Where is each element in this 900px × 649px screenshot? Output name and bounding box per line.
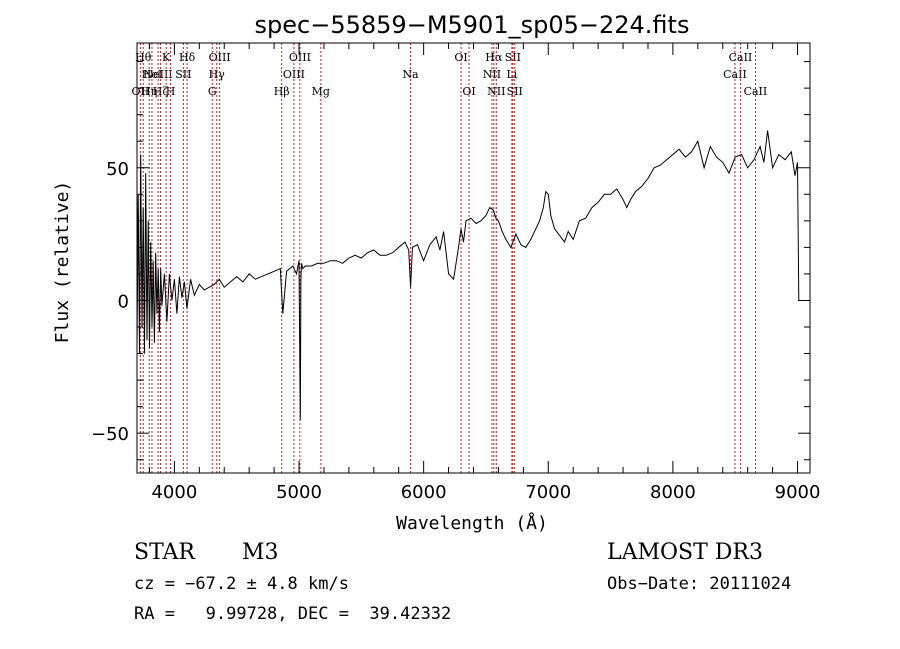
spectral-line-label: Na	[402, 68, 419, 81]
spectral-line-label: SII	[505, 51, 521, 64]
spectral-line-label: OI	[454, 51, 467, 64]
spectral-line-label: NeIII	[143, 68, 172, 81]
spectral-line-label: OIII	[209, 51, 231, 64]
spectral-line-label: G	[208, 85, 217, 98]
spectral-line-label: SII	[175, 68, 191, 81]
chart-title: spec−55859−M5901_sp05−224.fits	[255, 11, 690, 39]
spectral-line-label: OIII	[283, 68, 305, 81]
spectral-line-label: Hη	[141, 85, 157, 98]
spectral-line-label: NII	[487, 85, 505, 98]
spectral-line-label: H	[166, 85, 176, 98]
spectral-line-label: HeI	[142, 68, 162, 81]
spectral-line-label: Hγ	[209, 68, 226, 81]
spectral-line-label: OIII	[289, 51, 311, 64]
x-axis-label: Wavelength (Å)	[396, 512, 548, 534]
x-tick-label: 9000	[775, 482, 821, 503]
flux-series-line	[136, 130, 800, 420]
plot-frame	[136, 42, 811, 474]
x-axis-ticks: 4000 5000 6000 7000 8000 9000	[148, 43, 821, 503]
spectral-line-label: Mg	[312, 85, 330, 98]
spectral-line-label: Hβ	[274, 85, 290, 98]
y-axis-label: Flux (relative)	[52, 181, 73, 344]
x-tick-label: 4000	[151, 482, 197, 503]
spectral-line-label: CaII	[729, 51, 753, 64]
spectral-line-label: CaII	[744, 85, 768, 98]
spectral-line-label: OII	[132, 85, 150, 98]
x-tick-label: 5000	[276, 482, 322, 503]
survey-name: LAMOST DR3	[607, 540, 763, 565]
y-axis-ticks: −50 0 50	[91, 61, 810, 461]
spectral-line-label: Hθ	[135, 51, 152, 64]
spectral-line-label: Hζ	[153, 85, 169, 98]
spectral-line-label: Hδ	[179, 51, 196, 64]
y-tick-label: 50	[106, 159, 129, 180]
object-class: STAR	[134, 540, 195, 565]
y-tick-label: −50	[91, 424, 129, 445]
spectral-line-label: CaII	[723, 68, 747, 81]
x-tick-label: 6000	[401, 482, 447, 503]
redshift-velocity: cz = −67.2 ± 4.8 km/s	[134, 574, 349, 594]
object-subclass: M3	[242, 540, 279, 565]
x-tick-label: 8000	[650, 482, 696, 503]
spectral-line-label: NII	[483, 68, 501, 81]
spectral-line-label: K	[162, 51, 171, 64]
x-tick-label: 7000	[525, 482, 571, 503]
spectral-line-label: SII	[507, 85, 523, 98]
y-tick-label: 0	[118, 291, 129, 312]
spectral-line-label: Li	[506, 68, 517, 81]
observation-date: Obs−Date: 20111024	[607, 574, 792, 594]
ra-dec-coordinates: RA = 9.99728, DEC = 39.42332	[134, 604, 452, 624]
spectral-line-label: OI	[462, 85, 475, 98]
spectral-line-label: Hα	[485, 51, 503, 64]
